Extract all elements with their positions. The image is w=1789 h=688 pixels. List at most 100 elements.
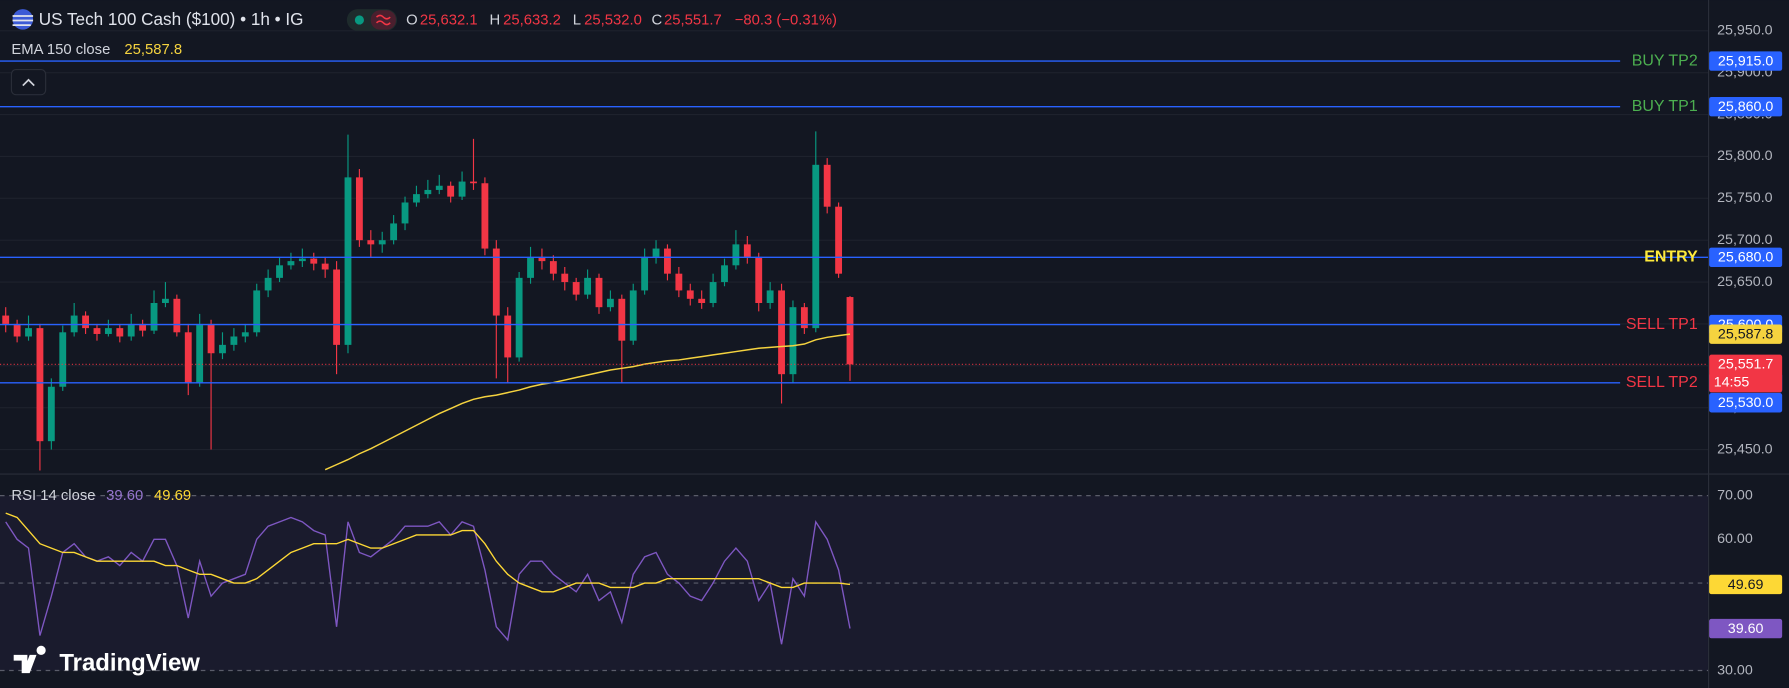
- candle-body: [264, 277, 272, 291]
- ohlc-value: 25,532.0: [584, 12, 642, 28]
- level-name: SELL TP1: [1626, 316, 1698, 333]
- rsi-line: [5, 516, 851, 645]
- candle-body: [561, 273, 569, 283]
- watermark: TradingView: [59, 649, 200, 676]
- y-tick-label: 30.00: [1717, 662, 1753, 678]
- candle-body: [184, 332, 192, 383]
- y-tick-label: 25,750.0: [1717, 190, 1773, 206]
- candle-body: [641, 256, 649, 291]
- rsi-ma-legend-value: 49.69: [154, 488, 191, 504]
- y-tick-label: 25,800.0: [1717, 148, 1773, 164]
- candle-body: [413, 194, 420, 203]
- candle-body: [298, 258, 306, 262]
- candle-body: [606, 298, 614, 308]
- data-layer: [0, 60, 1708, 645]
- change-label: −80.3 (−0.31%): [735, 12, 837, 28]
- candle-body: [276, 265, 283, 278]
- candle-body: [527, 256, 534, 278]
- y-tick-label: 25,700.0: [1717, 232, 1773, 248]
- rsi-legend-value: 39.60: [106, 488, 143, 504]
- level-price: 25,680.0: [1718, 250, 1774, 266]
- level-name: BUY TP1: [1632, 98, 1698, 115]
- candle-body: [652, 248, 660, 257]
- candle-body: [367, 240, 375, 245]
- candle-body: [13, 323, 21, 337]
- rsi-line: [5, 512, 851, 593]
- candle-body: [287, 261, 295, 266]
- candle-body: [219, 344, 226, 354]
- candle-body: [835, 206, 843, 274]
- ohlc-value: 25,551.7: [664, 12, 722, 28]
- ema-legend-title: EMA 150 close: [11, 42, 110, 58]
- candle-body: [378, 240, 386, 245]
- ohlc-name: O: [406, 12, 418, 28]
- candle-body: [333, 269, 341, 345]
- candle-body: [675, 273, 683, 291]
- rsi-badge: 49.69: [1728, 577, 1764, 593]
- level-price: 25,860.0: [1718, 99, 1774, 115]
- candle-body: [230, 336, 238, 345]
- candle-body: [778, 290, 785, 375]
- toggle-icon: [375, 14, 391, 26]
- candle-body: [664, 248, 671, 274]
- candle-body: [812, 164, 820, 329]
- candle-body: [823, 164, 831, 207]
- candle-body: [104, 328, 112, 334]
- candle-body: [93, 328, 101, 334]
- candle-body: [755, 256, 763, 303]
- candle-body: [492, 248, 500, 316]
- level-price: 25,915.0: [1718, 53, 1774, 69]
- candle-body: [732, 244, 740, 266]
- y-tick-label: 25,950.0: [1717, 23, 1773, 39]
- candle-body: [150, 302, 158, 331]
- ohlc-value: 25,633.2: [503, 12, 561, 28]
- candle-body: [470, 181, 477, 184]
- last-price-bg: [1709, 354, 1783, 393]
- candle-body: [59, 332, 67, 387]
- ohlc-name: H: [489, 12, 500, 28]
- candle-body: [207, 323, 215, 354]
- candle-body: [401, 202, 409, 224]
- candle-body: [2, 315, 10, 324]
- last-price-label: 25,551.7: [1718, 357, 1774, 373]
- candle-body: [25, 328, 32, 337]
- candle-body: [127, 323, 135, 337]
- candle-body: [173, 298, 181, 333]
- y-tick-label: 25,450.0: [1717, 441, 1773, 457]
- candle-body: [538, 256, 546, 262]
- candle-body: [116, 328, 124, 337]
- candle-body: [709, 282, 717, 303]
- candle-body: [504, 315, 512, 358]
- candle-body: [721, 265, 728, 283]
- candle-body: [686, 290, 694, 299]
- symbol-title: US Tech 100 Cash ($100) • 1h • IG: [39, 10, 304, 29]
- candle-body: [572, 282, 580, 295]
- ema-badge-bg: [1709, 324, 1783, 344]
- ema-line: [324, 333, 851, 471]
- candle-body: [515, 277, 523, 358]
- candle-body: [766, 290, 774, 303]
- flag-icon: [12, 9, 34, 30]
- y-tick-label: 25,650.0: [1717, 274, 1773, 290]
- candle-body: [549, 261, 557, 274]
- candle-body: [458, 181, 466, 197]
- ohlc-value: 25,632.1: [420, 12, 478, 28]
- rsi-legend-title: RSI 14 close: [11, 488, 95, 504]
- level-name: BUY TP2: [1632, 52, 1698, 69]
- rsi-badge-bg: [1709, 574, 1783, 595]
- candle-body: [196, 323, 204, 383]
- candle-body: [743, 244, 751, 257]
- candle-body: [82, 315, 89, 329]
- collapse-button[interactable]: [10, 69, 47, 96]
- candle-body: [253, 290, 261, 333]
- candle-body: [139, 323, 147, 331]
- toggle-right[interactable]: [370, 10, 396, 30]
- candle-body: [435, 185, 443, 190]
- level-price-bg: [1709, 51, 1783, 71]
- candle-body: [800, 307, 808, 329]
- candle-body: [36, 328, 44, 442]
- level-name: SELL TP2: [1626, 374, 1698, 391]
- candle-body: [424, 189, 432, 195]
- y-tick-label: 60.00: [1717, 531, 1753, 547]
